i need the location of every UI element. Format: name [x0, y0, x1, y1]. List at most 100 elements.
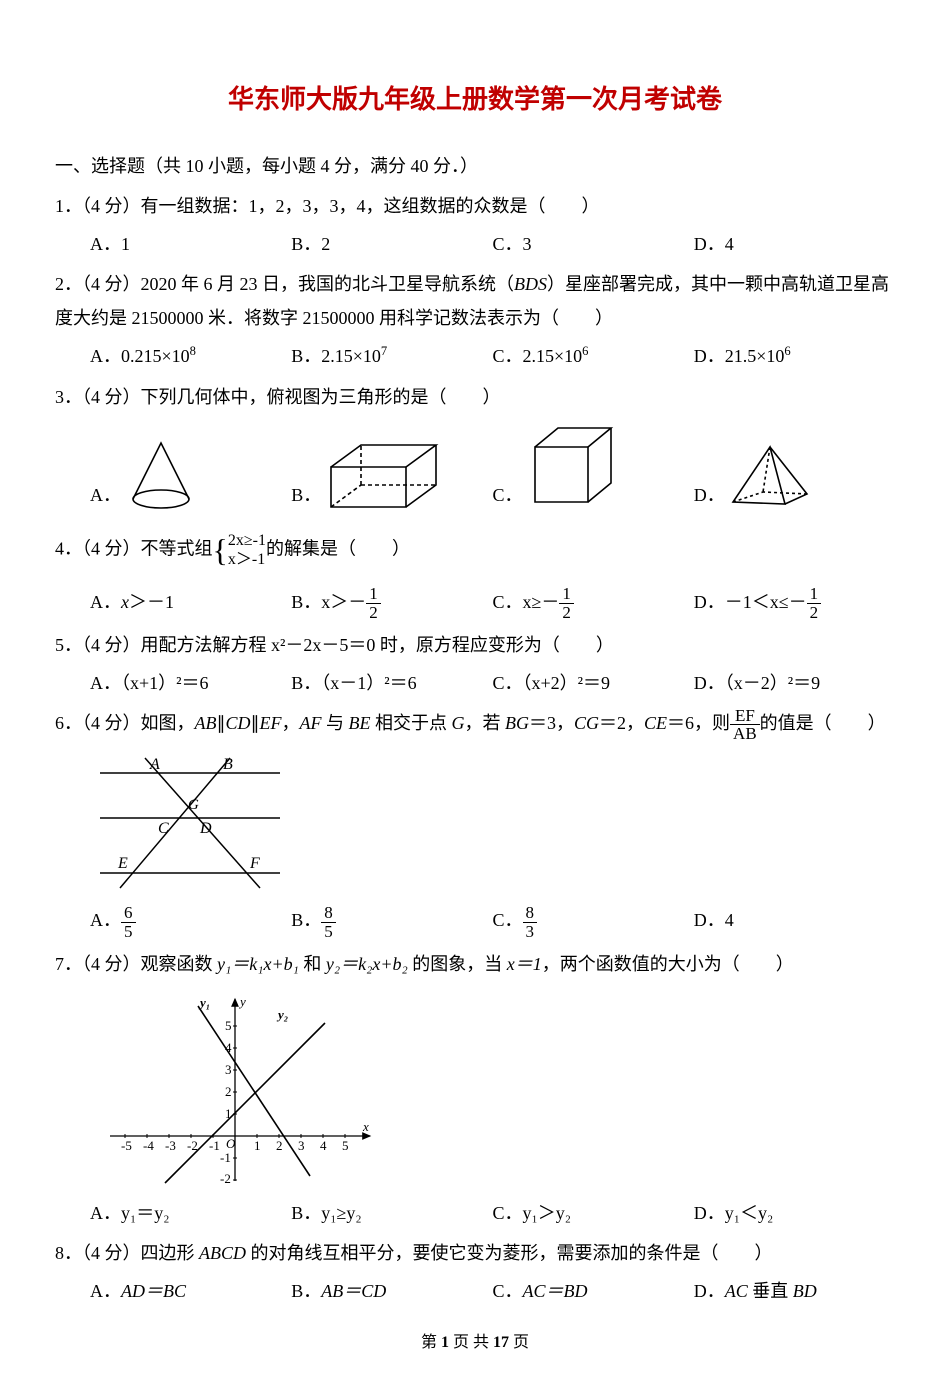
q6b-n: 8: [321, 904, 336, 923]
q6-m4: 与: [322, 713, 349, 733]
q2d-sup: 6: [784, 344, 790, 358]
q2-opt-b: B．2.15×107: [291, 339, 492, 373]
cone-icon: [121, 437, 201, 512]
footer-total: 17: [493, 1334, 509, 1351]
q8a-i: AD＝BC: [121, 1281, 186, 1301]
q2a-sup: 8: [190, 344, 196, 358]
q2-stem: 2．（4 分）2020 年 6 月 23 日，我国的北斗卫星导航系统（BDS）星…: [55, 267, 895, 335]
q6-fden: AB: [730, 725, 760, 743]
q2-stem-pre: 2．（4 分）2020 年 6 月 23 日，我国的北斗卫星导航系统（: [55, 274, 514, 294]
q6-i7: BG: [505, 713, 529, 733]
svg-text:-2: -2: [220, 1171, 231, 1186]
q7-opt-a: A．y₁＝y₂: [90, 1196, 291, 1230]
q6a-n: 6: [121, 904, 136, 923]
q8c-p: C．: [493, 1281, 523, 1301]
question-3: 3．（4 分）下列几何体中，俯视图为三角形的是（ ） A． B． C．: [55, 380, 895, 512]
cuboid-icon: [321, 437, 446, 512]
q2d-pre: D．21.5×10: [694, 346, 785, 366]
q6-opt-a: A．65: [90, 903, 291, 940]
q5-opt-a: A．（x+1）²＝6: [90, 666, 291, 700]
question-2: 2．（4 分）2020 年 6 月 23 日，我国的北斗卫星导航系统（BDS）星…: [55, 267, 895, 374]
q6c-d: 3: [523, 923, 538, 941]
page-title: 华东师大版九年级上册数学第一次月考试卷: [55, 75, 895, 124]
q8-opt-d: D．AC 垂直 BD: [694, 1274, 895, 1308]
label-b: B: [223, 756, 233, 773]
q3-opt-c: C．: [493, 422, 694, 512]
q8-opt-c: C．AC＝BD: [493, 1274, 694, 1308]
svg-text:-4: -4: [143, 1138, 154, 1153]
q4d-den: 2: [807, 604, 822, 622]
q2-opt-c: C．2.15×106: [493, 339, 694, 373]
q6-m3: ，: [282, 713, 300, 733]
q6-m8: ＝2，: [599, 713, 644, 733]
q8-opt-a: A．AD＝BC: [90, 1274, 291, 1308]
svg-text:O: O: [226, 1136, 236, 1151]
q2a-pre: A．0.215×10: [90, 346, 190, 366]
q1-options: A．1 B．2 C．3 D．4: [55, 227, 895, 261]
q6-i6: G: [452, 713, 465, 733]
q8d-m: 垂直: [748, 1281, 793, 1301]
q6b-d: 5: [321, 923, 336, 941]
page-footer: 第 1 页 共 17 页: [55, 1328, 895, 1358]
q6a-d: 5: [121, 923, 136, 941]
q6-m7: ＝3，: [529, 713, 574, 733]
question-4: 4．（4 分）不等式组{ 2x≥-1 x＞-1 的解集是（ ） A．x＞－1 B…: [55, 520, 895, 622]
svg-text:5: 5: [342, 1138, 349, 1153]
q3-opt-d: D．: [694, 442, 895, 512]
question-6: 6．（4 分）如图，AB∥CD∥EF，AF 与 BE 相交于点 G，若 BG＝3…: [55, 706, 895, 940]
q6-m1: ∥: [217, 713, 226, 733]
footer-pre: 第: [421, 1334, 441, 1351]
q6-fnum: EF: [730, 707, 760, 726]
q6-i1: AB: [195, 713, 217, 733]
q3c-label: C．: [493, 478, 523, 512]
q1-opt-c: C．3: [493, 227, 694, 261]
q6-m5: 相交于点: [371, 713, 452, 733]
q6-opt-b: B．85: [291, 903, 492, 940]
q8d-i2: BD: [793, 1281, 817, 1301]
q6a-l: A．: [90, 910, 121, 930]
q8b-p: B．: [291, 1281, 321, 1301]
q6-i3: EF: [260, 713, 282, 733]
q3-opt-a: A．: [90, 437, 291, 512]
q4b-pre: B．x＞－: [291, 592, 366, 612]
q4b-den: 2: [366, 604, 381, 622]
q8c-i: AC＝BD: [523, 1281, 588, 1301]
svg-text:2: 2: [225, 1084, 232, 1099]
section-header: 一、选择题（共 10 小题，每小题 4 分，满分 40 分．）: [55, 149, 895, 183]
q6-i4: AF: [300, 713, 322, 733]
label-d: D: [199, 820, 212, 837]
q4-pre: 4．（4 分）不等式组: [55, 538, 213, 558]
q4d-pre: D．－1＜x≤－: [694, 592, 807, 612]
linear-graph: -5-4-3 -2-1 123 45 123 45 -1-2 O x y y₁ …: [100, 991, 380, 1186]
q6-i8: CG: [574, 713, 599, 733]
svg-text:y₁: y₁: [198, 995, 210, 1010]
label-c: C: [158, 820, 169, 837]
q7-opt-c: C．y₁＞y₂: [493, 1196, 694, 1230]
q3a-label: A．: [90, 478, 121, 512]
q4b-num: 1: [366, 585, 381, 604]
svg-text:-5: -5: [121, 1138, 132, 1153]
q3b-label: B．: [291, 478, 321, 512]
q2c-sup: 6: [582, 344, 588, 358]
q3-figures: A． B． C． D．: [55, 422, 895, 512]
q5-opt-b: B．（x－1）²＝6: [291, 666, 492, 700]
q6-m2: ∥: [251, 713, 260, 733]
q8-pre: 8．（4 分）四边形: [55, 1243, 199, 1263]
q6-m6: ，若: [465, 713, 506, 733]
q6-opt-c: C．83: [493, 903, 694, 940]
q7-sm: 的图象，当: [408, 954, 507, 974]
footer-cur: 1: [441, 1334, 449, 1351]
q4-post: 的解集是（ ）: [266, 538, 410, 558]
q2b-pre: B．2.15×10: [291, 346, 381, 366]
q6-stem: 6．（4 分）如图，AB∥CD∥EF，AF 与 BE 相交于点 G，若 BG＝3…: [55, 706, 895, 743]
svg-text:x: x: [362, 1119, 369, 1134]
svg-text:4: 4: [320, 1138, 327, 1153]
q6-i5: BE: [349, 713, 371, 733]
svg-text:-1: -1: [209, 1138, 220, 1153]
svg-text:-1: -1: [220, 1150, 231, 1165]
q6-post: 的值是（ ）: [760, 713, 886, 733]
q4d-num: 1: [807, 585, 822, 604]
q6b-l: B．: [291, 910, 321, 930]
q5-options: A．（x+1）²＝6 B．（x－1）²＝6 C．（x+2）²＝9 D．（x－2）…: [55, 666, 895, 700]
cube-icon: [523, 422, 618, 512]
